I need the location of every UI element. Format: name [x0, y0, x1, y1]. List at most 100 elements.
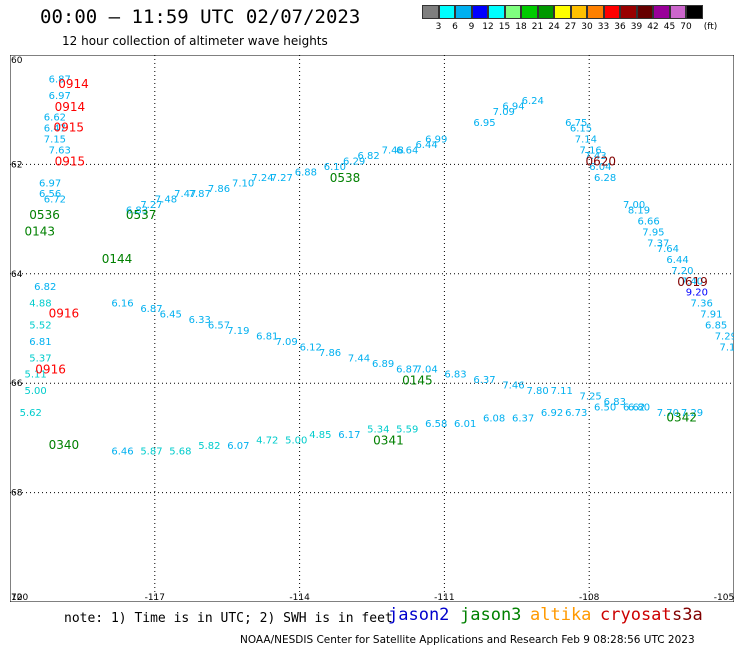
lon-tick-label: -114: [289, 593, 310, 602]
wave-height-label: 6.45: [160, 310, 182, 321]
wave-height-label: 7.14: [575, 135, 597, 146]
pass-time-label: 0916: [35, 362, 66, 376]
wave-height-label: 6.83: [604, 397, 626, 408]
legend-item-s3a: s3a: [672, 605, 703, 625]
pass-time-label: 0340: [49, 438, 80, 452]
altimeter-map: -120 -117 -114 -111 -108 -105 60 62 64 66 68 70 6.9…: [10, 55, 734, 602]
pass-time-label: 0619: [677, 275, 708, 289]
wave-height-label: 6.44: [666, 255, 688, 266]
wave-height-label: 6.28: [594, 173, 616, 184]
wave-height-label: 7.86: [319, 348, 341, 359]
colorbar-swatch: [504, 5, 521, 19]
lon-tick-label: -120: [10, 593, 28, 602]
wave-height-label: 6.50: [594, 403, 616, 414]
lon-tick-label: -111: [434, 593, 454, 602]
wave-height-label: 5.00: [285, 435, 307, 446]
lon-tick-label: -105: [714, 593, 734, 602]
wave-height-label: 7.48: [382, 145, 404, 156]
colorbar-label: 9: [468, 22, 475, 32]
colorbar-swatch: [669, 5, 686, 19]
wave-height-label: 6.99: [425, 135, 447, 146]
wave-height-label: 9.20: [686, 288, 708, 299]
wave-height-label: 6.37: [512, 413, 534, 424]
wave-height-label: 7.09: [275, 337, 297, 348]
colorbar-label: 24: [548, 22, 560, 32]
wave-height-label: 7.09: [493, 107, 515, 118]
wave-height-label: 8.19: [628, 206, 650, 217]
colorbar-label: 45: [663, 22, 676, 32]
colorbar-label: 70: [680, 22, 692, 32]
wave-height-label: 7.70: [657, 408, 679, 419]
wave-height-label: 7.47: [174, 189, 196, 200]
lat-tick-label: 62: [11, 160, 22, 170]
wave-height-label: 7.16: [580, 145, 602, 156]
satellite-tracks: 6.957.096.946.246.996.446.647.486.826.29…: [20, 74, 734, 457]
map-subtitle: 12 hour collection of altimeter wave hei…: [62, 34, 328, 48]
wave-height-label: 7.63: [49, 145, 71, 156]
wave-height-label: 7.24: [251, 173, 273, 184]
wave-height-label: 6.85: [705, 321, 727, 332]
wave-height-label: 6.88: [295, 167, 317, 178]
lon-tick-label: -117: [145, 593, 165, 602]
wave-height-label: 6.62: [623, 403, 645, 414]
pass-time-label: 0914: [55, 100, 86, 114]
wave-height-label: 7.46: [502, 381, 524, 392]
colorbar-swatch: [587, 5, 604, 19]
wave-height-label: 5.11: [24, 370, 46, 381]
wave-height-label: 6.81: [256, 331, 278, 342]
wave-height-label: 6.94: [502, 102, 524, 113]
colorbar-label: 27: [564, 22, 577, 32]
wave-height-label: 7.86: [208, 184, 230, 195]
wave-height-label: 6.92: [541, 408, 563, 419]
wave-height-label: 7.40: [681, 277, 703, 288]
colorbar-swatch: [653, 5, 670, 19]
colorbar-label: 33: [597, 22, 610, 32]
wave-height-label: 7.87: [189, 189, 211, 200]
colorbar-swatch: [521, 5, 538, 19]
pass-time-label: 0537: [126, 208, 157, 222]
pass-time-label: 0144: [102, 252, 133, 266]
pass-time-label: 0145: [402, 373, 433, 387]
colorbar-labels: 3 6 9 12 15 18 21 24 27 30 33 36 39 42 45 70 (ft): [422, 22, 740, 34]
colorbar-label: 30: [581, 22, 593, 32]
wave-height-label: 6.87: [49, 74, 71, 85]
wave-height-label: 7.20: [671, 266, 693, 277]
colorbar-swatch: [554, 5, 571, 19]
wave-height-label: 6.82: [358, 151, 380, 162]
pass-time-label: 0916: [49, 307, 80, 321]
wave-height-label: 4.72: [256, 435, 278, 446]
map-title: 00:00 – 11:59 UTC 02/07/2023: [40, 6, 361, 28]
wave-height-label: 7.48: [155, 195, 177, 206]
lat-tick-label: 66: [11, 379, 23, 389]
wave-height-label: 7.04: [415, 364, 437, 375]
wave-height-label: 7.19: [720, 342, 734, 353]
wave-height-label: 7.00: [623, 200, 645, 211]
wave-height-label: 6.83: [444, 370, 466, 381]
colorbar-label: 18: [515, 22, 527, 32]
wave-height-label: 6.01: [454, 419, 476, 430]
wave-height-label: 6.46: [111, 446, 133, 457]
map-tick-labels: -120 -117 -114 -111 -108 -105 60 62 64 66 68 70: [10, 56, 734, 602]
pass-time-label: 0538: [330, 171, 361, 185]
colorbar-swatch: [438, 5, 455, 19]
wave-height-label: 6.87: [140, 304, 162, 315]
wave-height-label: 6.47: [44, 124, 66, 135]
colorbar-label: 42: [647, 22, 659, 32]
pass-time-label: 0915: [55, 154, 86, 168]
wave-height-label: 5.68: [169, 446, 191, 457]
wave-height-label: 5.52: [29, 321, 51, 332]
wave-height-label: 7.43: [584, 151, 606, 162]
map-gridlines: [10, 55, 734, 602]
colorbar-label: 39: [630, 22, 643, 32]
wave-height-label: 7.29: [681, 408, 703, 419]
wave-height-label: 6.15: [570, 124, 592, 135]
colorbar-swatch: [455, 5, 472, 19]
wave-height-label: 4.85: [309, 430, 331, 441]
track-s3a-0620: 6.756.157.147.167.436.046.28 0620: [565, 118, 616, 184]
colorbar-label: 3: [435, 22, 442, 32]
wave-height-label: 5.62: [20, 408, 42, 419]
wave-height-label: 6.12: [300, 342, 322, 353]
wave-height-label: 7.36: [691, 299, 713, 310]
wave-height-label: 6.87: [396, 364, 418, 375]
lat-tick-label: 64: [11, 270, 23, 280]
